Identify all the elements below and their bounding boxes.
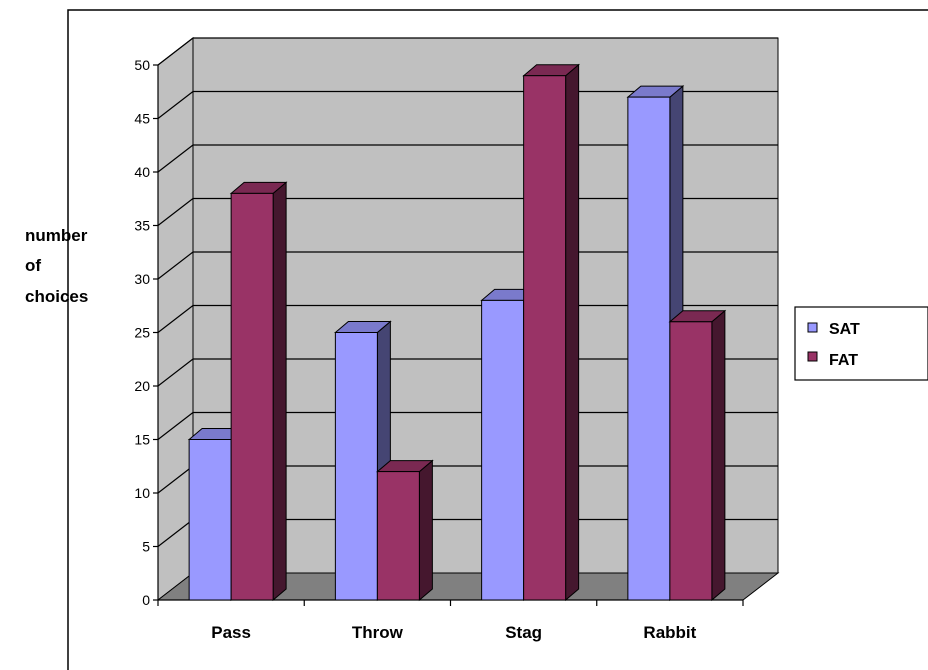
bar-side [711, 309, 726, 602]
y-tick-label: 15 [134, 432, 150, 448]
bar-side [418, 459, 433, 602]
gridline [157, 251, 778, 280]
y-tick-label: 35 [134, 218, 150, 234]
y-tick-label: 10 [134, 485, 150, 501]
legend-swatch-sat [807, 322, 818, 333]
gridline [157, 411, 778, 440]
bar-fat-rabbit [668, 309, 727, 602]
bar-fat-pass [229, 181, 288, 602]
x-tick-label: Stag [505, 623, 542, 642]
y-axis-label-line-1: number [25, 226, 88, 245]
bars [187, 63, 727, 602]
x-tick-label: Throw [352, 623, 404, 642]
y-tick-label: 20 [134, 378, 150, 394]
bar-side [565, 63, 580, 602]
bar-front [376, 471, 420, 601]
bar-fat-stag [522, 63, 580, 602]
gridline [157, 144, 778, 173]
x-tick-label: Pass [211, 623, 251, 642]
y-tick-label: 0 [142, 592, 150, 608]
x-axis: Pass Throw Stag Rabbit [157, 599, 744, 642]
bar-front [481, 299, 525, 601]
legend-box [794, 306, 928, 381]
bar-front [627, 96, 671, 601]
bar-side [272, 181, 287, 602]
y-tick-label: 40 [134, 164, 150, 180]
bar-fat-throw [376, 459, 434, 602]
legend-swatch-fat [807, 351, 818, 362]
y-axis-label-line-2: of [25, 256, 41, 275]
grid-lines [157, 37, 778, 547]
x-tick-label: Rabbit [643, 623, 696, 642]
chart-border [67, 9, 928, 670]
y-axis: 0 5 10 15 20 25 30 35 40 45 50 [134, 57, 159, 608]
y-tick-label: 45 [134, 111, 150, 127]
y-tick-label: 30 [134, 271, 150, 287]
bar-front [669, 321, 713, 601]
legend-label-fat: FAT [829, 352, 858, 369]
y-axis-label-line-3: choices [25, 287, 88, 306]
legend: SAT FAT [794, 306, 928, 381]
legend-label-sat: SAT [829, 321, 860, 338]
y-tick-label: 50 [134, 57, 150, 73]
gridline [157, 304, 778, 333]
y-tick-label: 5 [142, 539, 150, 555]
bar-front [523, 75, 567, 601]
gridline [157, 90, 778, 119]
bar-front [188, 439, 232, 601]
y-axis-label: number of choices [25, 226, 92, 306]
gridline [157, 358, 778, 387]
bar-front [334, 332, 378, 601]
bar-front [230, 192, 274, 601]
gridline [157, 197, 778, 226]
gridline [157, 37, 778, 66]
y-tick-label: 25 [134, 325, 150, 341]
